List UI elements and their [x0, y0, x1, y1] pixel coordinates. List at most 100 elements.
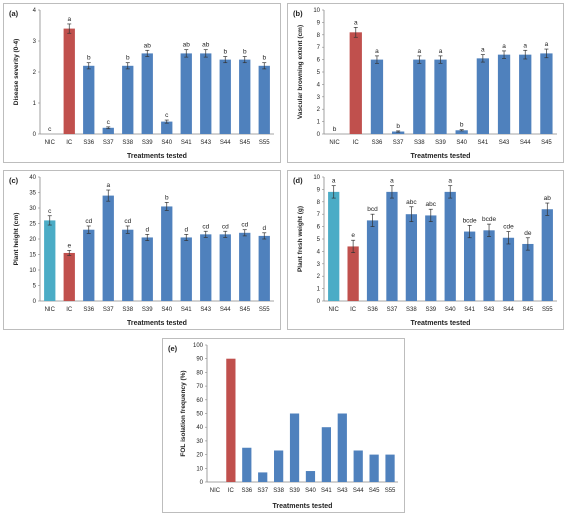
- x-tick-label-S40: S40: [305, 488, 316, 494]
- significance-label-S38: abc: [406, 199, 417, 206]
- bar-S38: [122, 65, 134, 134]
- y-tick-label: 9: [317, 20, 321, 26]
- x-tick-label-S55: S55: [385, 488, 396, 494]
- bar-S37: [258, 472, 268, 482]
- y-tick-label: 3: [317, 95, 321, 101]
- significance-label-S39: a: [439, 48, 443, 55]
- bar-S36: [366, 220, 379, 301]
- panel-label: (c): [9, 176, 19, 185]
- x-tick-label-S44: S44: [220, 307, 231, 313]
- bar-S44: [219, 234, 231, 301]
- x-tick-label-S45: S45: [369, 488, 380, 494]
- x-tick-label-S36: S36: [83, 307, 94, 313]
- x-tick-label-S38: S38: [122, 307, 133, 313]
- bar-S43: [200, 53, 212, 134]
- x-tick-label-S37: S37: [103, 307, 114, 313]
- x-tick-label-IC: IC: [350, 307, 357, 313]
- bar-IC: [63, 28, 75, 135]
- x-tick-label-S36: S36: [372, 140, 383, 146]
- x-tick-label-S39: S39: [289, 488, 300, 494]
- bar-S44: [219, 59, 231, 134]
- bar-S38: [413, 59, 426, 134]
- x-tick-label-IC: IC: [66, 307, 73, 313]
- x-tick-label-NIC: NIC: [329, 140, 340, 146]
- y-tick-label: 50: [196, 412, 203, 418]
- y-tick-label: 15: [29, 253, 36, 259]
- chart-panel-e: (e) 0 10 20 30 40 50 60 70 80 90 100 FOL isolation f…: [162, 338, 405, 513]
- significance-label-S37: b: [396, 123, 400, 130]
- significance-label-NIC: c: [48, 126, 52, 133]
- panel-label: (d): [293, 176, 303, 185]
- significance-label-S40: b: [460, 122, 464, 129]
- x-tick-label-S45: S45: [523, 307, 534, 313]
- significance-label-S55: b: [262, 55, 266, 62]
- bar-S36: [83, 229, 95, 301]
- x-axis-label: Treatments tested: [411, 153, 471, 160]
- x-tick-label-S37: S37: [393, 140, 404, 146]
- x-tick-label-S40: S40: [161, 140, 172, 146]
- significance-label-S41: bcde: [463, 217, 477, 224]
- y-tick-label: 30: [29, 206, 36, 212]
- panel-label: (b): [293, 9, 303, 18]
- bar-S41: [463, 231, 476, 301]
- x-tick-label-S41: S41: [181, 307, 192, 313]
- significance-label-S40: b: [165, 194, 169, 201]
- bar-NIC: [328, 191, 340, 301]
- x-tick-label-S45: S45: [239, 307, 250, 313]
- y-tick-label: 3: [317, 262, 321, 268]
- y-axis-label: Vascular browning extent (cm): [297, 25, 304, 119]
- bar-S44: [519, 54, 532, 134]
- y-tick-label: 10: [313, 8, 320, 14]
- bar-S55: [258, 65, 270, 134]
- y-tick-label: 2: [317, 274, 321, 280]
- bar-S41: [180, 53, 192, 134]
- bar-S40: [161, 206, 173, 301]
- x-tick-label-S55: S55: [542, 307, 553, 313]
- bar-S37: [102, 127, 114, 134]
- significance-label-S43: cd: [202, 223, 209, 230]
- significance-label-S41: d: [184, 226, 188, 233]
- bar-S45: [522, 243, 534, 301]
- bar-S45: [239, 59, 251, 134]
- bar-S55: [385, 454, 395, 482]
- bar-IC: [226, 358, 236, 482]
- y-tick-label: 70: [196, 384, 203, 390]
- significance-label-S43: ab: [202, 42, 210, 49]
- y-tick-label: 5: [33, 284, 37, 290]
- chart-panel-c: (c) 0 5 10 15 20 25 30 35 40 Plant height (cm) c NIC…: [3, 170, 281, 330]
- significance-label-S39: d: [145, 226, 149, 233]
- significance-label-NIC: c: [48, 208, 52, 215]
- x-tick-label-S37: S37: [387, 307, 398, 313]
- x-tick-label-S36: S36: [241, 488, 252, 494]
- y-tick-label: 40: [29, 175, 36, 181]
- bar-S45: [540, 53, 553, 134]
- y-tick-label: 5: [317, 237, 321, 243]
- y-tick-label: 90: [196, 357, 203, 363]
- y-tick-label: 0: [33, 132, 37, 138]
- significance-label-S44: a: [523, 42, 527, 49]
- x-tick-label-S43: S43: [337, 488, 348, 494]
- y-tick-label: 3: [33, 39, 37, 45]
- y-tick-label: 100: [193, 343, 204, 349]
- x-tick-label-S38: S38: [414, 140, 425, 146]
- x-tick-label-S45: S45: [541, 140, 552, 146]
- y-tick-label: 2: [317, 107, 321, 113]
- x-tick-label-S41: S41: [181, 140, 192, 146]
- y-tick-label: 1: [317, 287, 321, 293]
- y-tick-label: 5: [317, 70, 321, 76]
- x-tick-label-IC: IC: [66, 140, 73, 146]
- x-tick-label-S36: S36: [367, 307, 378, 313]
- significance-label-NIC: b: [333, 126, 337, 133]
- chart-svg: (a) 0 1 2 3 4 Disease severity (0-4) c NIC a IC b S3…: [9, 8, 274, 160]
- y-tick-label: 2: [33, 70, 37, 76]
- bar-S40: [455, 130, 468, 134]
- y-tick-label: 25: [29, 222, 36, 228]
- bar-S44: [502, 237, 515, 301]
- significance-label-S36: bcd: [367, 206, 378, 213]
- significance-label-S38: a: [418, 48, 422, 55]
- x-tick-label-S39: S39: [142, 140, 153, 146]
- significance-label-S41: a: [481, 47, 485, 54]
- x-tick-label-S38: S38: [273, 488, 284, 494]
- y-tick-label: 1: [33, 101, 37, 107]
- significance-label-S44: cde: [503, 224, 514, 231]
